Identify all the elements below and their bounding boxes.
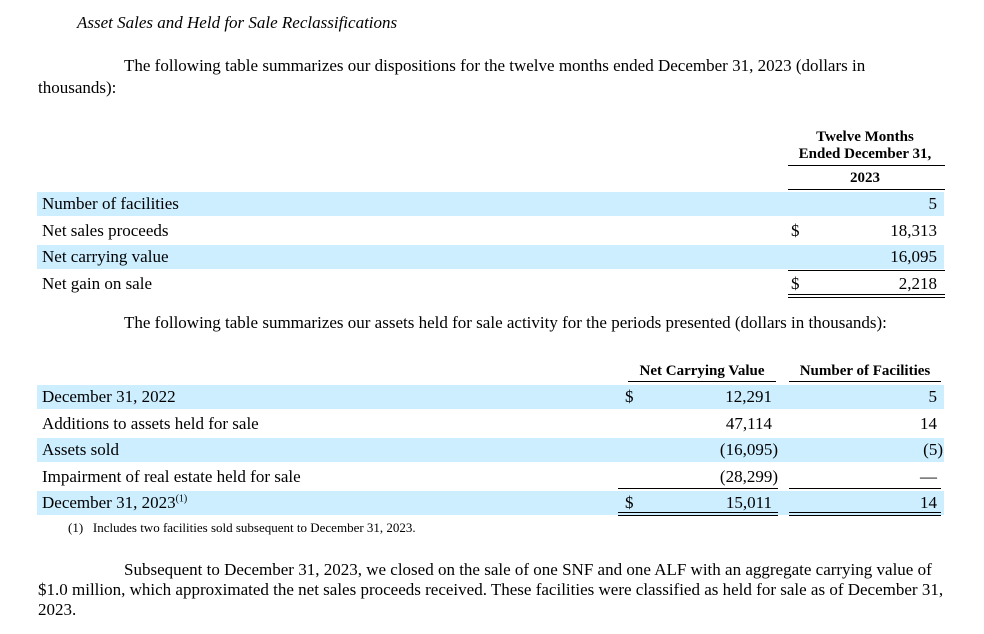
- table1-row-value: 2,218: [898, 274, 937, 293]
- footnote: (1) Includes two facilities sold subsequ…: [68, 520, 416, 535]
- table1-year-rule: [788, 189, 945, 190]
- table2-count-subtotal-rule: [789, 488, 941, 489]
- table1-row-label: Number of facilities: [42, 194, 179, 213]
- table1-total-double-rule: [788, 294, 945, 298]
- table1-header-rule: [788, 165, 945, 166]
- table2-row-count: (5): [923, 440, 943, 459]
- table2-row-bg: [37, 385, 944, 409]
- table2-currency: $: [625, 387, 634, 406]
- table1-currency: $: [791, 274, 800, 293]
- table2-row-value: (16,095): [719, 440, 778, 459]
- table2-row-value: 15,011: [725, 493, 772, 512]
- table1-header-line1: Twelve Months: [816, 129, 914, 145]
- table2-row-label: December 31, 2022: [42, 387, 176, 406]
- table2-col2-header: Number of Facilities: [799, 363, 931, 379]
- table2-currency: $: [625, 493, 634, 512]
- table2-row-value: 47,114: [725, 414, 772, 433]
- table1-row-value: 18,313: [890, 221, 937, 240]
- table2-col1-header: Net Carrying Value: [639, 363, 765, 379]
- table2-row-label: December 31, 2023(1): [42, 493, 187, 513]
- table2-row-label: Additions to assets held for sale: [42, 414, 259, 433]
- intro-paragraph: The following table summarizes our dispo…: [38, 56, 866, 97]
- subsequent-event-paragraph: Subsequent to December 31, 2023, we clos…: [38, 560, 944, 619]
- table2-row-label: Assets sold: [42, 440, 119, 459]
- table2-row-count: —: [920, 467, 937, 486]
- table2-row-label-text: December 31, 2023: [42, 493, 176, 512]
- table1-row-label: Net sales proceeds: [42, 221, 169, 240]
- footnote-marker: (1): [175, 493, 188, 505]
- table1-header-line2: Ended December 31,: [798, 146, 932, 162]
- table2-row-count: 5: [928, 387, 938, 406]
- table2-row-label: Impairment of real estate held for sale: [42, 467, 301, 486]
- table2-row-bg: [37, 438, 944, 462]
- table1-row-label: Net gain on sale: [42, 274, 152, 293]
- table1-header-year: 2023: [850, 170, 880, 186]
- table1-row-value: 5: [928, 194, 938, 213]
- table1-currency: $: [791, 221, 800, 240]
- table1-row-label: Net carrying value: [42, 247, 169, 266]
- table1-row-bg: [37, 192, 944, 216]
- table2-value-subtotal-rule: [618, 488, 778, 489]
- table2-row-value: 12,291: [725, 387, 772, 406]
- table1-subtotal-rule: [788, 270, 945, 271]
- table1-row-bg: [37, 245, 944, 269]
- table2-row-count: 14: [920, 414, 937, 433]
- table2-count-total-double-rule: [789, 512, 941, 516]
- section-title: Asset Sales and Held for Sale Reclassifi…: [77, 13, 398, 32]
- table2-row-value: (28,299): [719, 467, 778, 486]
- table1-row-value: 16,095: [890, 247, 937, 266]
- table2-col2-header-rule: [789, 381, 941, 382]
- table2-row-bg: [37, 491, 944, 515]
- held-for-sale-intro: The following table summarizes our asset…: [124, 313, 887, 332]
- table2-value-total-double-rule: [618, 512, 778, 516]
- table2-col1-header-rule: [628, 381, 776, 382]
- table2-row-count: 14: [920, 493, 937, 512]
